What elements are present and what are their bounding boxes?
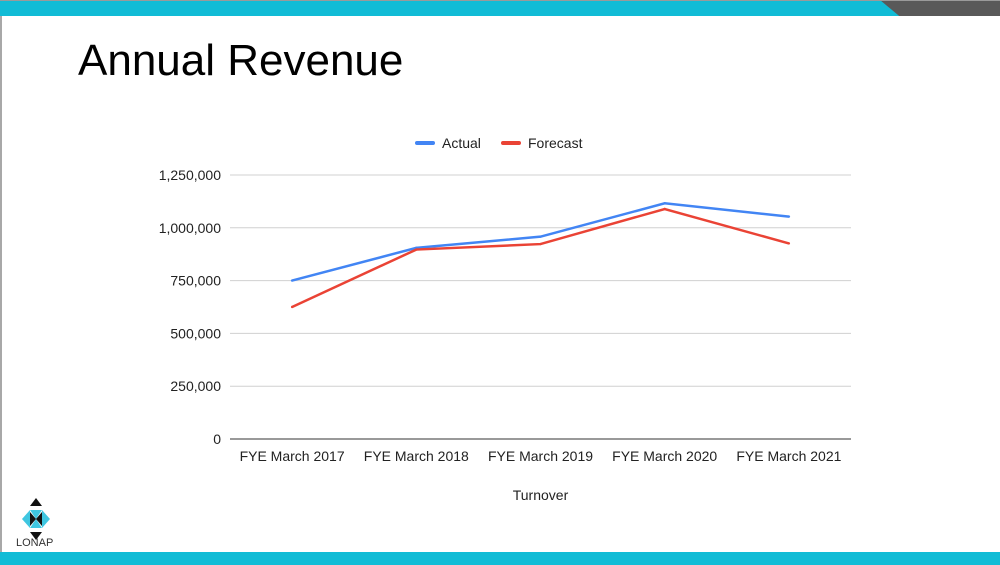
data-point [290, 305, 294, 309]
y-tick-label: 1,000,000 [159, 220, 221, 236]
x-tick-label: FYE March 2018 [364, 448, 469, 464]
y-tick-label: 0 [213, 431, 221, 447]
data-point [787, 215, 791, 218]
left-border [0, 16, 2, 552]
top-accent-bar [0, 0, 1000, 16]
data-point [539, 242, 542, 246]
data-point [787, 242, 791, 245]
top-corner-accent [880, 0, 1000, 16]
svg-text:LONAP: LONAP [16, 537, 53, 548]
y-tick-label: 500,000 [170, 325, 221, 341]
x-axis-label: Turnover [513, 487, 569, 503]
y-tick-label: 250,000 [170, 378, 221, 394]
top-border [0, 0, 1000, 1]
data-point [290, 279, 294, 282]
data-point [663, 207, 666, 211]
data-point [539, 235, 542, 238]
y-tick-label: 750,000 [170, 273, 221, 289]
x-tick-label: FYE March 2020 [612, 448, 717, 464]
x-tick-label: FYE March 2019 [488, 448, 593, 464]
x-tick-label: FYE March 2021 [736, 448, 841, 464]
y-tick-label: 1,250,000 [159, 167, 221, 183]
bottom-accent-bar [0, 552, 1000, 565]
series-line-forecast [291, 207, 790, 309]
data-point [415, 248, 418, 251]
legend-label: Actual [442, 135, 481, 151]
series-line-actual [291, 202, 790, 282]
legend-label: Forecast [528, 135, 583, 151]
slide-title: Annual Revenue [78, 36, 404, 85]
lonap-logo: LONAP [16, 498, 53, 548]
x-tick-label: FYE March 2017 [240, 448, 345, 464]
data-point [663, 202, 666, 205]
